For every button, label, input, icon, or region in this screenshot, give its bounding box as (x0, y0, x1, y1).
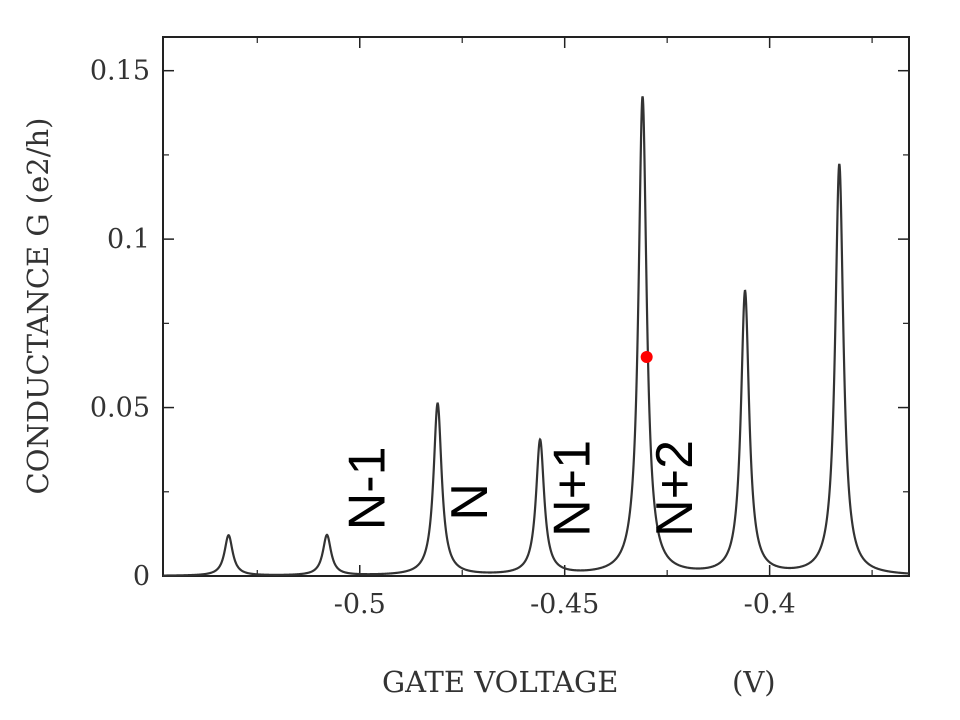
x-tick-label: -0.45 (530, 589, 599, 620)
x-tick-label: -0.5 (334, 589, 386, 620)
red-marker-point (640, 351, 653, 364)
y-tick-label: 0.05 (90, 393, 150, 424)
x-axis-title: GATE VOLTAGE (382, 665, 618, 699)
y-tick-label: 0.15 (90, 56, 150, 87)
y-tick-label: 0.1 (107, 224, 150, 255)
axis-ticks (163, 37, 909, 577)
x-axis-unit: (V) (732, 665, 776, 699)
conductance-trace (162, 96, 910, 577)
peak-label-nplus1: N+1 (543, 440, 601, 537)
tick-labels: -0.5 -0.45 -0.4 0 0.05 0.1 0.15 (90, 56, 796, 620)
peak-label-nplus2: N+2 (646, 440, 704, 537)
peak-label-n: N (441, 483, 499, 521)
x-tick-label: -0.4 (744, 589, 796, 620)
peak-annotations: N-1 N N+1 N+2 (338, 440, 703, 537)
y-tick-label: 0 (133, 561, 150, 592)
y-axis-title: CONDUCTANCE G (e2/h) (21, 118, 55, 495)
plot-frame (162, 36, 910, 577)
peak-label-nminus1: N-1 (338, 447, 396, 531)
